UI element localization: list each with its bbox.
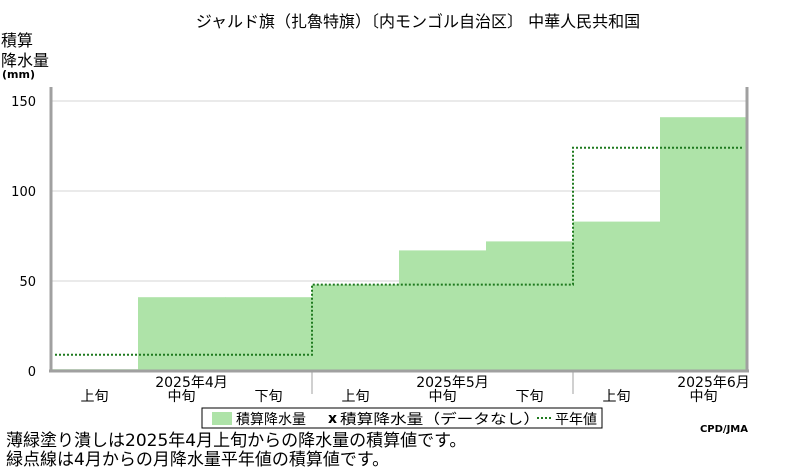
legend-no-data-marker: x: [328, 411, 337, 427]
y-tick-labels: 0 50 100 150: [11, 95, 36, 380]
x-period-label: 中旬: [690, 389, 718, 405]
y-tick-label: 150: [11, 95, 36, 110]
legend-item-no-data: 積算降水量（データなし）: [340, 411, 540, 428]
legend-fill-swatch: [212, 412, 232, 425]
x-month-label: 2025年4月: [155, 375, 228, 391]
cumulative-bar-6: [573, 221, 661, 371]
x-period-label: 下旬: [516, 389, 544, 405]
legend-item-cumulative: 積算降水量: [236, 412, 306, 428]
x-period-label: 上旬: [603, 389, 631, 405]
cumulative-bar-7: [660, 117, 748, 371]
x-period-label: 中旬: [429, 389, 457, 405]
chart-title: ジャルド旗（扎魯特旗）〔内モンゴル自治区〕 中華人民共和国: [196, 12, 640, 31]
cumulative-bar-4: [399, 250, 487, 371]
x-month-labels: 2025年4月 2025年5月 2025年6月: [155, 375, 750, 391]
y-axis-label-line-2: 降水量: [1, 51, 49, 70]
credit: CPD/JMA: [700, 424, 748, 435]
y-tick-label: 0: [28, 365, 36, 380]
x-period-label: 上旬: [81, 389, 109, 405]
y-axis-label-line-1: 積算: [1, 31, 33, 50]
cumulative-bar-1: [138, 297, 226, 371]
normal-line: [55, 146, 743, 356]
normal-step-line: [55, 146, 743, 356]
plot-frame: [49, 87, 749, 394]
cumulative-bar-5: [486, 241, 574, 371]
x-period-labels: 上旬 中旬 下旬 上旬 中旬 下旬 上旬 中旬: [81, 389, 718, 405]
cumulative-bar-3: [312, 284, 400, 371]
x-period-label: 中旬: [168, 389, 196, 405]
legend: 積算降水量 x 積算降水量（データなし） 平年値: [201, 407, 603, 429]
y-axis-unit: (mm): [2, 68, 35, 81]
note-dotted-line: 緑点線は4月からの月降水量平年値の積算値です。: [6, 450, 390, 470]
x-month-label: 2025年5月: [416, 375, 489, 391]
legend-box: [201, 407, 603, 429]
cumulative-fill: [51, 117, 748, 371]
x-period-label: 上旬: [342, 389, 370, 405]
note-fill: 薄緑塗り潰しは2025年4月上旬からの降水量の積算値です。: [6, 431, 467, 451]
legend-item-normal: 平年値: [555, 412, 597, 428]
y-tick-label: 50: [19, 275, 36, 290]
x-month-label: 2025年6月: [677, 375, 750, 391]
y-tick-label: 100: [11, 185, 36, 200]
x-period-label: 下旬: [255, 389, 283, 405]
cumulative-bar-2: [225, 297, 313, 371]
